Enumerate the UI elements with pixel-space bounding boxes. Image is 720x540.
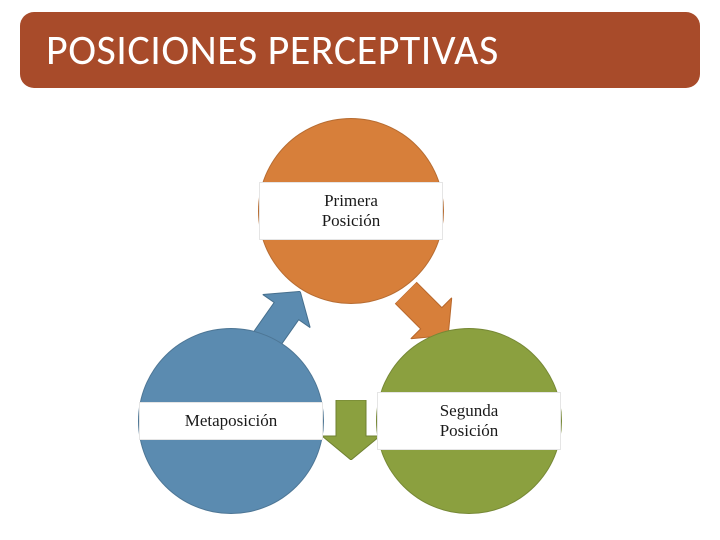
node-label-meta: Metaposición xyxy=(185,411,278,431)
arrow-segunda-to-meta xyxy=(322,400,380,460)
node-meta: Metaposición xyxy=(138,328,324,514)
title-bar: POSICIONES PERCEPTIVAS xyxy=(20,12,700,88)
node-label-primera: Primera Posición xyxy=(322,191,381,232)
node-label-segunda: Segunda Posición xyxy=(440,401,499,442)
node-label-pill: Primera Posición xyxy=(259,182,443,241)
node-label-pill: Metaposición xyxy=(139,402,323,440)
node-primera: Primera Posición xyxy=(258,118,444,304)
page-title: POSICIONES PERCEPTIVAS xyxy=(46,25,499,76)
node-label-pill: Segunda Posición xyxy=(377,392,561,451)
node-segunda: Segunda Posición xyxy=(376,328,562,514)
